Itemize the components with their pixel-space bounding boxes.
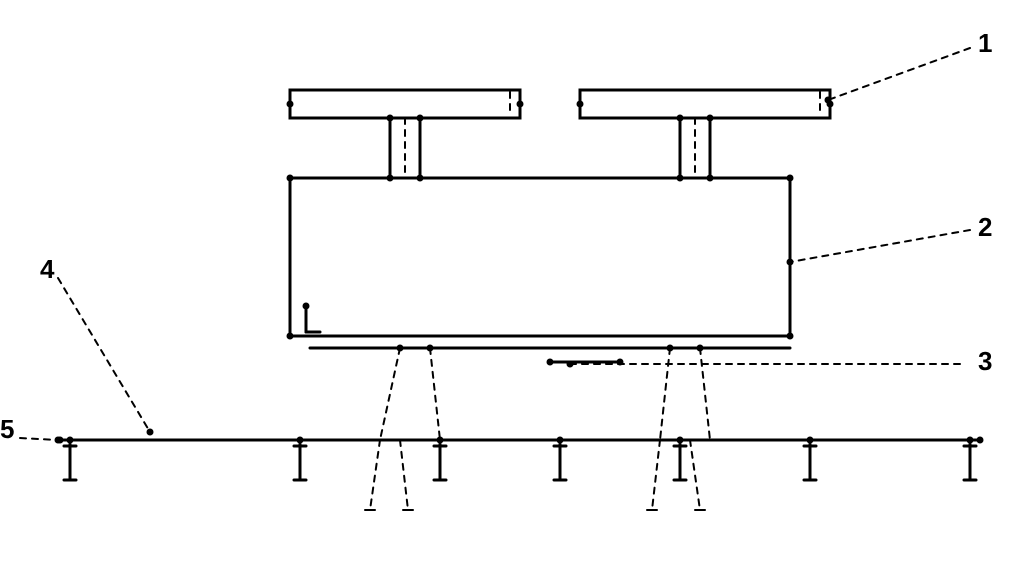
callout-label-5: 5	[0, 414, 14, 444]
callout-label-4: 4	[40, 254, 55, 284]
callout-label-3: 3	[978, 346, 992, 376]
callout-label-2: 2	[978, 212, 992, 242]
callout-label-1: 1	[978, 28, 992, 58]
